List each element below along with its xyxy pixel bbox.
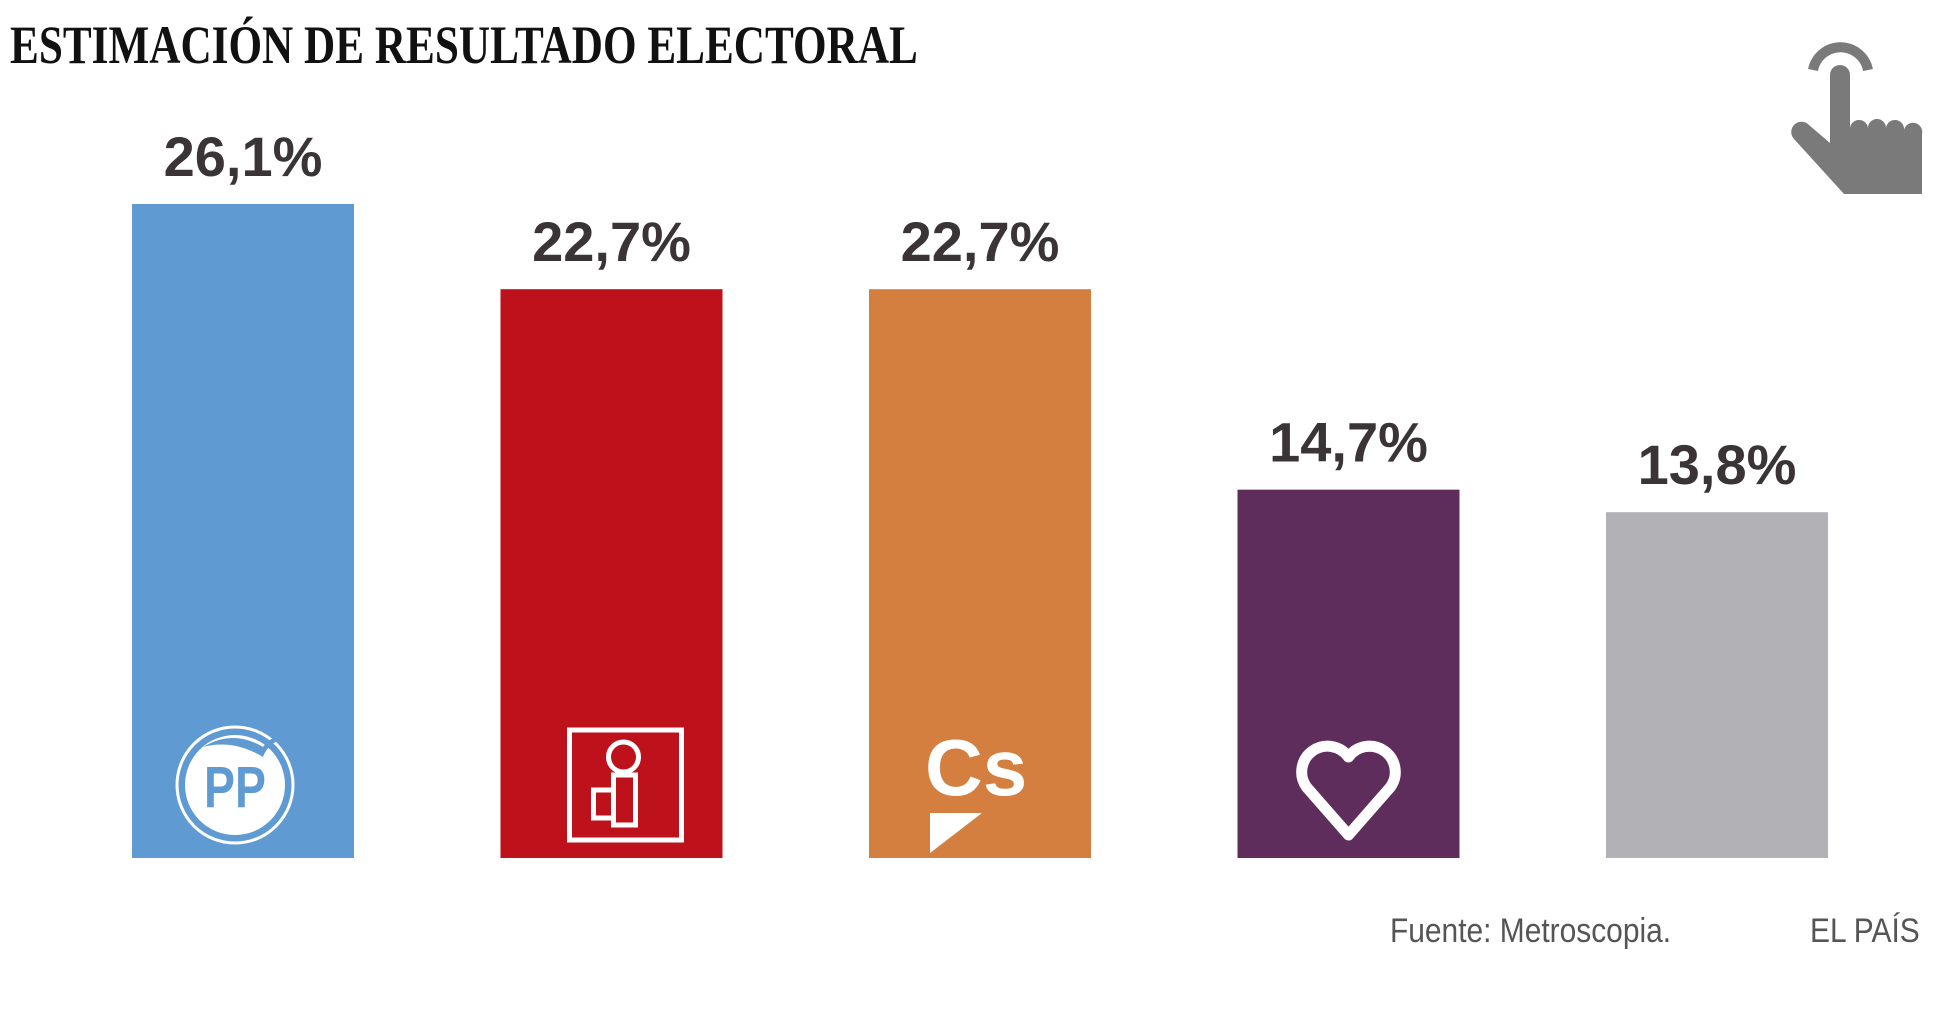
value-label: 22,7%	[901, 210, 1060, 273]
value-label: 26,1%	[164, 125, 323, 188]
touch-hand-icon	[1791, 42, 1923, 195]
cs-logo-icon: Cs	[925, 723, 1027, 853]
value-label: 22,7%	[532, 210, 691, 273]
chart-title: ESTIMACIÓN DE RESULTADO ELECTORAL	[10, 15, 918, 75]
pp-logo-icon: PP	[175, 725, 295, 845]
psoe-logo-icon	[567, 727, 684, 843]
svg-text:Cs: Cs	[925, 723, 1027, 812]
bar-otros	[1606, 512, 1828, 858]
bar-cs	[869, 289, 1091, 858]
bar-group-otros: 13,8%	[1606, 433, 1828, 858]
svg-text:PP: PP	[204, 755, 266, 820]
value-label: 13,8%	[1638, 433, 1797, 496]
bar-group-pp: 26,1% PP	[132, 125, 354, 858]
bar-group-psoe: 22,7%	[500, 210, 723, 858]
bar-group-cs: 22,7% Cs	[869, 210, 1091, 858]
bar-podemos	[1237, 489, 1460, 858]
brand-credit: EL PAÍS	[1810, 912, 1920, 950]
source-note: Fuente: Metroscopia.	[1390, 912, 1672, 950]
value-label: 14,7%	[1269, 411, 1428, 474]
heart-logo-icon	[1296, 740, 1401, 841]
bar-group-podemos: 14,7%	[1237, 411, 1460, 858]
